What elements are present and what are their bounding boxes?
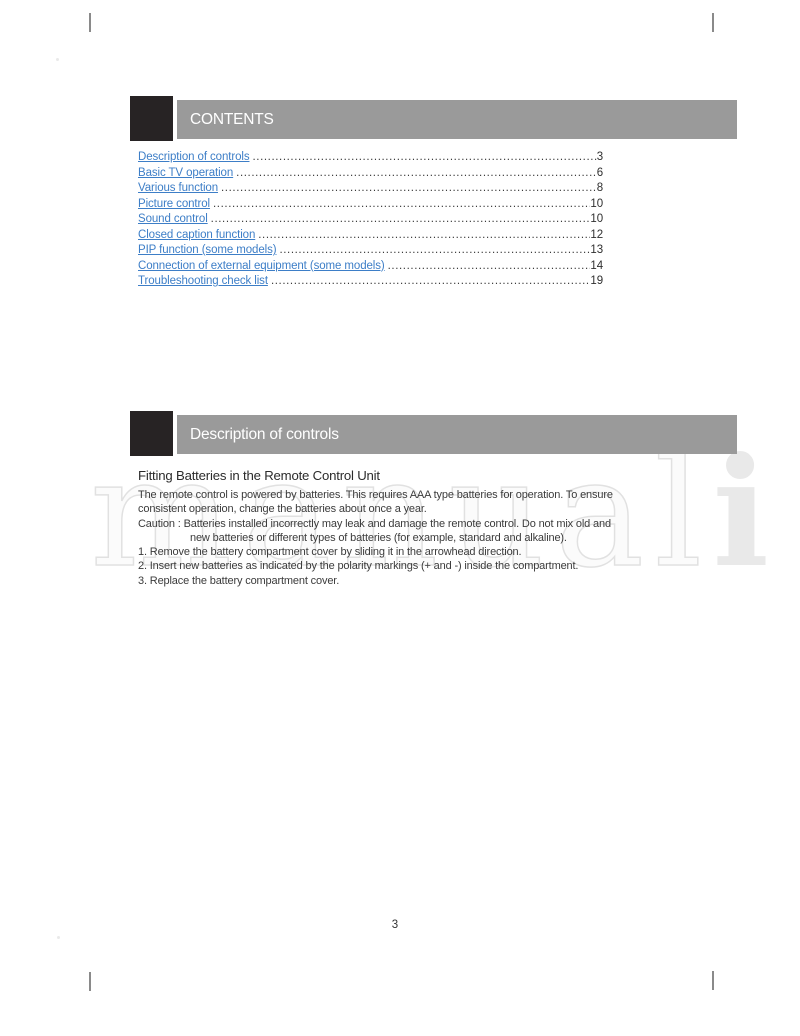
toc-row: Troubleshooting check list 19 — [138, 275, 603, 291]
toc-link-troubleshooting-check-list[interactable]: Troubleshooting check list — [138, 275, 268, 287]
toc-link-sound-control[interactable]: Sound control — [138, 213, 208, 225]
crop-mark-top-left — [89, 13, 91, 32]
toc-page-number: 6 — [596, 166, 603, 179]
toc-link-description-of-controls[interactable]: Description of controls — [138, 151, 250, 163]
toc-page-number: 8 — [596, 182, 603, 194]
description-of-controls-header-bar: Description of controls — [130, 411, 737, 456]
description-of-controls-title: Description of controls — [190, 425, 339, 443]
manualslib-watermark: manuali — [89, 438, 779, 590]
toc-row: Basic TV operation 6 — [138, 167, 603, 183]
header-gray-band: CONTENTS — [177, 100, 737, 139]
battery-instructions-section: Fitting Batteries in the Remote Control … — [138, 468, 618, 588]
toc-page-number: 13 — [590, 244, 603, 256]
toc-link-connection-of-external-equipment[interactable]: Connection of external equipment (some m… — [138, 259, 385, 272]
toc-row: Various function 8 — [138, 182, 603, 198]
battery-caution-line-continued: new batteries or different types of batt… — [190, 531, 567, 544]
header-gray-band: Description of controls — [177, 415, 737, 454]
toc-row: Picture control 10 — [138, 198, 603, 214]
toc-dot-leader — [271, 275, 590, 287]
crop-mark-top-right — [712, 13, 714, 32]
battery-paragraph-line: The remote control is powered by batteri… — [138, 489, 613, 501]
toc-dot-leader — [258, 229, 590, 241]
page-number: 3 — [391, 919, 399, 931]
watermark-outline-text: manual — [89, 427, 713, 601]
header-black-square — [130, 411, 173, 456]
toc-dot-leader — [252, 151, 596, 163]
toc-page-number: 12 — [590, 228, 603, 241]
scan-artifact-dot-bottom — [57, 936, 60, 939]
header-black-square — [130, 96, 173, 141]
toc-page-number: 10 — [590, 213, 603, 225]
toc-link-basic-tv-operation[interactable]: Basic TV operation — [138, 166, 234, 179]
watermark-solid-text: i — [712, 425, 780, 601]
battery-step-2: 2. Insert new batteries as indicated by … — [138, 560, 579, 573]
toc-page-number: 19 — [590, 275, 603, 287]
toc-page-number: 3 — [596, 151, 603, 163]
contents-title: CONTENTS — [190, 110, 274, 128]
battery-step-3: 3. Replace the battery compartment cover… — [138, 574, 340, 587]
toc-page-number: 10 — [590, 197, 603, 210]
scan-artifact-dot-top — [56, 58, 59, 61]
toc-page-number: 14 — [590, 259, 603, 272]
toc-dot-leader — [279, 244, 590, 256]
battery-step-1: 1. Remove the battery compartment cover … — [138, 546, 522, 559]
toc-dot-leader — [213, 198, 590, 210]
toc-link-pip-function[interactable]: PIP function (some models) — [138, 244, 277, 256]
battery-caution-line: Caution : Batteries installed incorrectl… — [138, 517, 611, 530]
crop-mark-bottom-left — [89, 972, 91, 991]
toc-dot-leader — [221, 182, 597, 194]
toc-dot-leader — [211, 213, 591, 225]
contents-header-bar: CONTENTS — [130, 96, 737, 141]
toc-link-various-function[interactable]: Various function — [138, 182, 219, 194]
toc-row: Closed caption function 12 — [138, 229, 603, 245]
toc-dot-leader — [388, 260, 591, 272]
table-of-contents: Description of controls 3 Basic TV opera… — [138, 151, 603, 291]
toc-row: Connection of external equipment (some m… — [138, 260, 603, 276]
battery-section-heading: Fitting Batteries in the Remote Control … — [138, 468, 380, 483]
toc-dot-leader — [236, 167, 597, 179]
toc-link-closed-caption-function[interactable]: Closed caption function — [138, 228, 256, 241]
battery-paragraph-line: consistent operation, change the batteri… — [138, 503, 427, 516]
toc-link-picture-control[interactable]: Picture control — [138, 197, 211, 210]
crop-mark-bottom-right — [712, 971, 714, 990]
toc-row: PIP function (some models) 13 — [138, 244, 603, 260]
toc-row: Sound control 10 — [138, 213, 603, 229]
toc-row: Description of controls 3 — [138, 151, 603, 167]
